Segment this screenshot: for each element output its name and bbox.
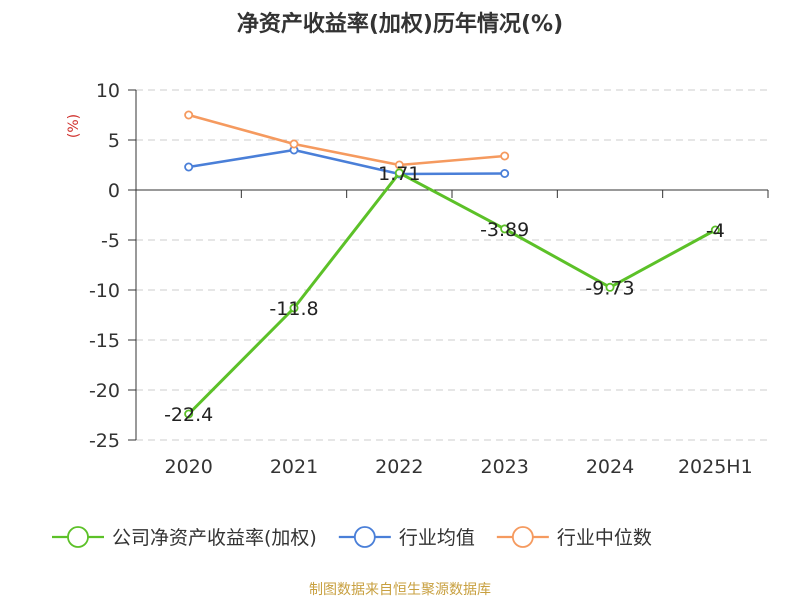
data-label: -22.4 bbox=[164, 404, 213, 426]
data-label: -11.8 bbox=[269, 298, 318, 320]
legend-label: 行业中位数 bbox=[557, 527, 652, 549]
series-point-0 bbox=[500, 224, 510, 234]
series-point-2 bbox=[289, 139, 299, 149]
series-point-2 bbox=[500, 151, 510, 161]
legend-item-1[interactable]: 行业均值 bbox=[338, 526, 475, 549]
data-label: 1.71 bbox=[378, 163, 420, 185]
series-point-0 bbox=[184, 409, 194, 419]
y-tick-label: -5 bbox=[101, 230, 120, 252]
legend-circle-icon bbox=[511, 526, 534, 548]
series-point-0 bbox=[289, 303, 299, 313]
x-tick-label: 2025H1 bbox=[678, 456, 753, 478]
y-tick-label: -20 bbox=[89, 380, 120, 402]
x-tick-label: 2024 bbox=[586, 456, 634, 478]
legend-item-0[interactable]: 公司净资产收益率(加权) bbox=[52, 526, 317, 549]
legend-item-2[interactable]: 行业中位数 bbox=[496, 526, 652, 549]
y-tick-label: 5 bbox=[108, 130, 120, 152]
axes: 10 5 0 -5 -10 -15 -20 -25 2020 2021 2022 2023 2024 20… bbox=[89, 80, 769, 478]
series-layer bbox=[184, 110, 720, 419]
x-tick-label: 2020 bbox=[164, 456, 212, 478]
series-point-1 bbox=[184, 162, 194, 172]
x-tick-label: 2022 bbox=[375, 456, 423, 478]
series-point-0 bbox=[394, 168, 404, 178]
grid-lines bbox=[136, 89, 768, 441]
legend-label: 行业均值 bbox=[399, 527, 475, 549]
y-tick-label: -10 bbox=[89, 280, 120, 302]
series-point-2 bbox=[184, 110, 194, 120]
legend: 公司净资产收益率(加权) 行业均值 行业中位数 bbox=[52, 526, 652, 549]
series-point-0 bbox=[710, 225, 720, 235]
series-line-0 bbox=[187, 171, 717, 416]
data-labels: -22.4 -11.8 1.71 -3.89 -9.73 -4 bbox=[164, 163, 725, 426]
series-point-1 bbox=[500, 168, 510, 178]
data-label: -9.73 bbox=[585, 277, 634, 299]
legend-circle-icon bbox=[353, 526, 376, 548]
data-label: -3.89 bbox=[480, 219, 529, 241]
y-tick-label: -25 bbox=[89, 430, 120, 452]
y-tick-label: -15 bbox=[89, 330, 120, 352]
legend-circle-icon bbox=[67, 526, 89, 548]
x-tick-label: 2023 bbox=[480, 456, 528, 478]
y-tick-label: 0 bbox=[108, 180, 120, 202]
data-label: -4 bbox=[706, 220, 725, 242]
source-footer: 制图数据来自恒生聚源数据库 bbox=[309, 582, 491, 598]
x-tick-label: 2021 bbox=[270, 456, 318, 478]
y-tick-label: 10 bbox=[96, 80, 120, 102]
series-line-2 bbox=[188, 113, 505, 167]
y-axis-label: (%) bbox=[66, 114, 82, 138]
chart-title: 净资产收益率(加权)历年情况(%) bbox=[237, 11, 563, 37]
series-line-1 bbox=[188, 148, 505, 176]
legend-label: 公司净资产收益率(加权) bbox=[112, 527, 317, 549]
series-point-0 bbox=[605, 282, 615, 292]
